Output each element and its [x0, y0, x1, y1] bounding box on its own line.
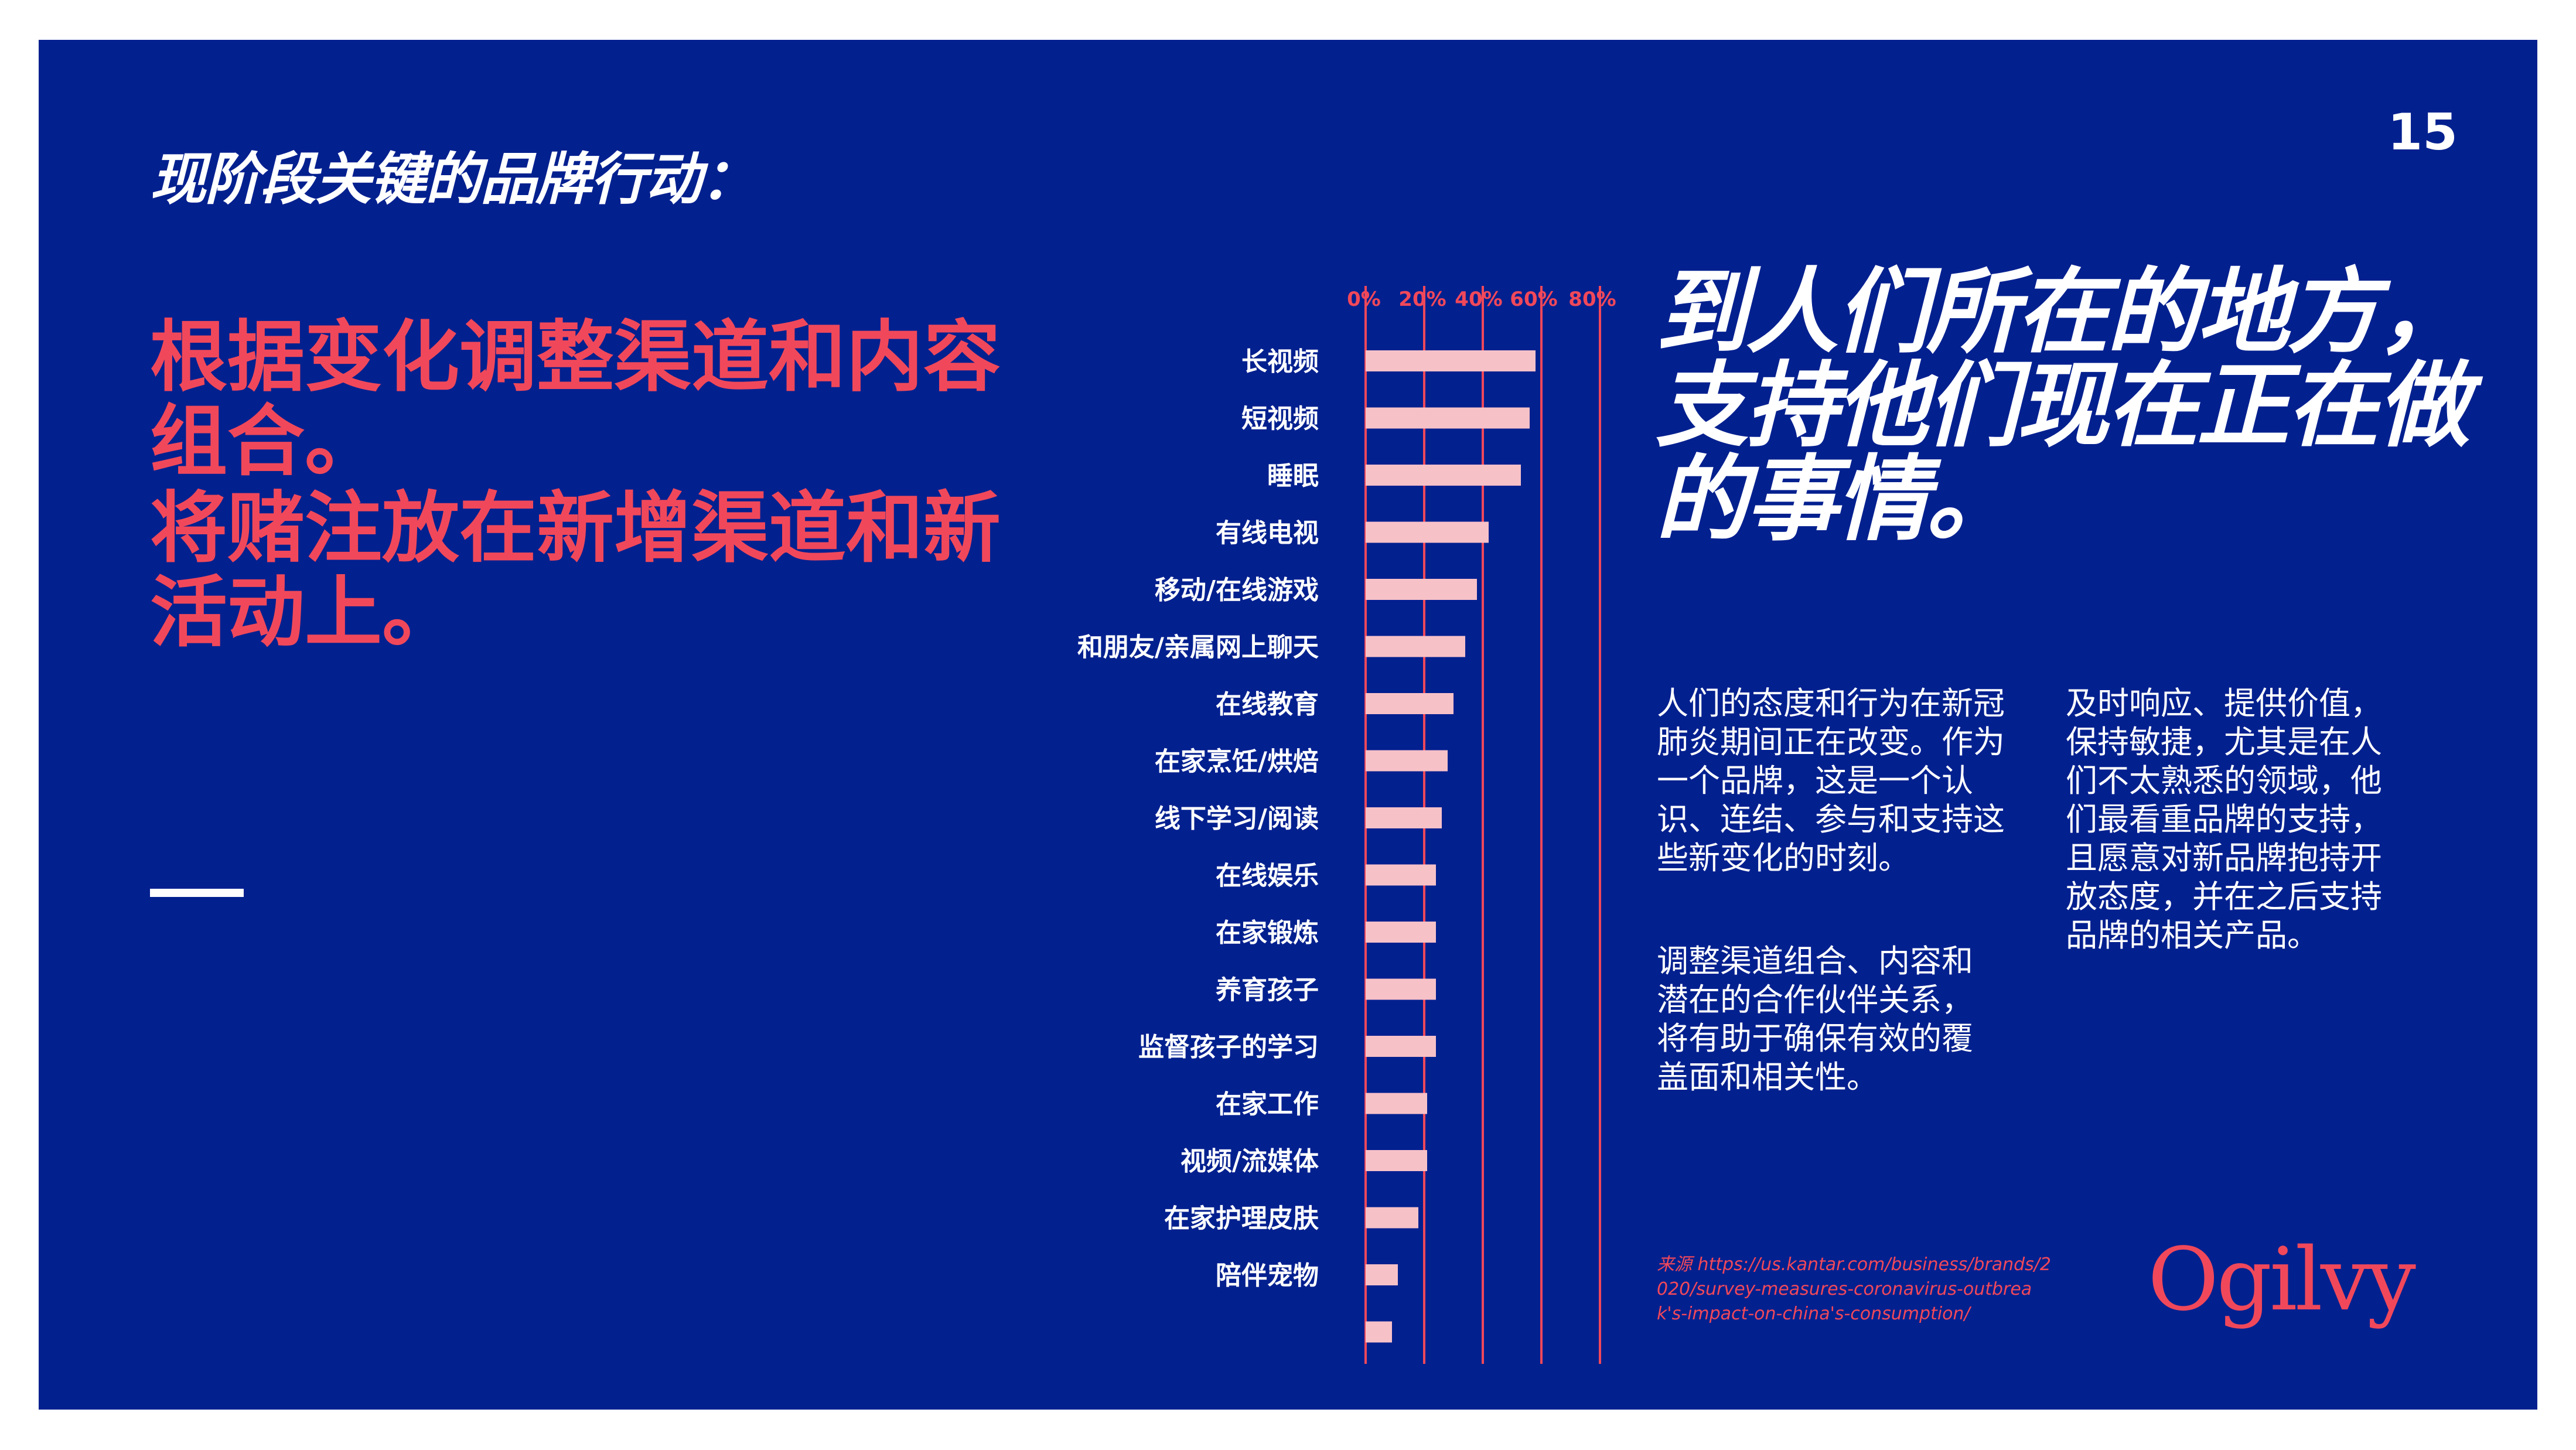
bar [1366, 1036, 1436, 1057]
category-label: 在线教育 [1216, 690, 1319, 719]
category-label: 有线电视 [1216, 518, 1319, 548]
bar [1366, 407, 1530, 429]
page-number: 15 [2387, 103, 2458, 162]
bar [1366, 693, 1454, 714]
bar [1366, 579, 1477, 600]
bar [1366, 922, 1436, 943]
category-label: 养育孩子 [1216, 975, 1319, 1005]
bar [1366, 1321, 1392, 1343]
ogilvy-logo: Ogilvy [2148, 1229, 2416, 1330]
category-label: 在家工作 [1216, 1090, 1319, 1120]
category-label: 陪伴宠物 [1216, 1261, 1319, 1291]
left-heading-1: 根据变化调整渠道和内容组合。 [150, 312, 1001, 487]
x-tick-label: 0% [1347, 288, 1381, 311]
category-label: 和朋友/亲属网上聊天 [1077, 633, 1319, 663]
bar [1366, 465, 1521, 486]
bar [1366, 1207, 1418, 1229]
bar [1366, 750, 1448, 772]
category-label: 短视频 [1241, 404, 1319, 434]
kicker-title: 现阶段关键的品牌行动： [150, 146, 757, 212]
right-heading: 到人们所在的地方，支持他们现在正在做的事情。 [1656, 258, 2470, 554]
x-tick-label: 60% [1510, 288, 1557, 311]
bar [1366, 1150, 1427, 1171]
bar [1366, 1264, 1398, 1285]
category-label: 视频/流媒体 [1180, 1147, 1319, 1176]
paragraph-3: 及时响应、提供价值，保持敏捷，尤其是在人们不太熟悉的领域，他们最看重品牌的支持，… [2066, 685, 2382, 954]
bar [1366, 807, 1442, 828]
bar [1366, 350, 1536, 371]
bar [1366, 864, 1436, 886]
category-label: 监督孩子的学习 [1138, 1032, 1319, 1062]
source-link[interactable]: 来源 https://us.kantar.com/business/brands… [1657, 1254, 2051, 1324]
bar [1366, 521, 1489, 543]
category-label: 在家烹饪/烘焙 [1155, 747, 1319, 777]
category-label: 长视频 [1241, 347, 1319, 377]
left-heading-2: 将赌注放在新增渠道和新活动上。 [150, 483, 1001, 658]
divider-rule [150, 889, 244, 897]
category-label: 在家护理皮肤 [1164, 1204, 1319, 1234]
category-label: 移动/在线游戏 [1155, 575, 1319, 605]
paragraph-1: 人们的态度和行为在新冠肺炎期间正在改变。作为一个品牌，这是一个认识、连结、参与和… [1657, 685, 2005, 876]
x-tick-label: 40% [1455, 288, 1502, 311]
paragraph-2: 调整渠道组合、内容和潜在的合作伙伴关系，将有助于确保有效的覆盖面和相关性。 [1657, 943, 1973, 1096]
category-label: 在家锻炼 [1216, 918, 1319, 948]
category-label: 睡眠 [1267, 461, 1319, 491]
category-label: 在线娱乐 [1216, 861, 1319, 891]
category-label: 线下学习/阅读 [1155, 804, 1319, 834]
slide: 现阶段关键的品牌行动： 15 根据变化调整渠道和内容组合。 将赌注放在新增渠道和… [39, 40, 2537, 1410]
bar-chart: 0% 20% 40% 60% 80% 长视频短视频睡眠有线电视移动/在线游戏和朋友/亲属… [1077, 286, 1616, 1364]
bar [1366, 978, 1436, 1000]
bar [1366, 636, 1465, 657]
bar [1366, 1093, 1427, 1114]
x-tick-label: 80% [1568, 288, 1616, 311]
x-tick-label: 20% [1398, 288, 1446, 311]
